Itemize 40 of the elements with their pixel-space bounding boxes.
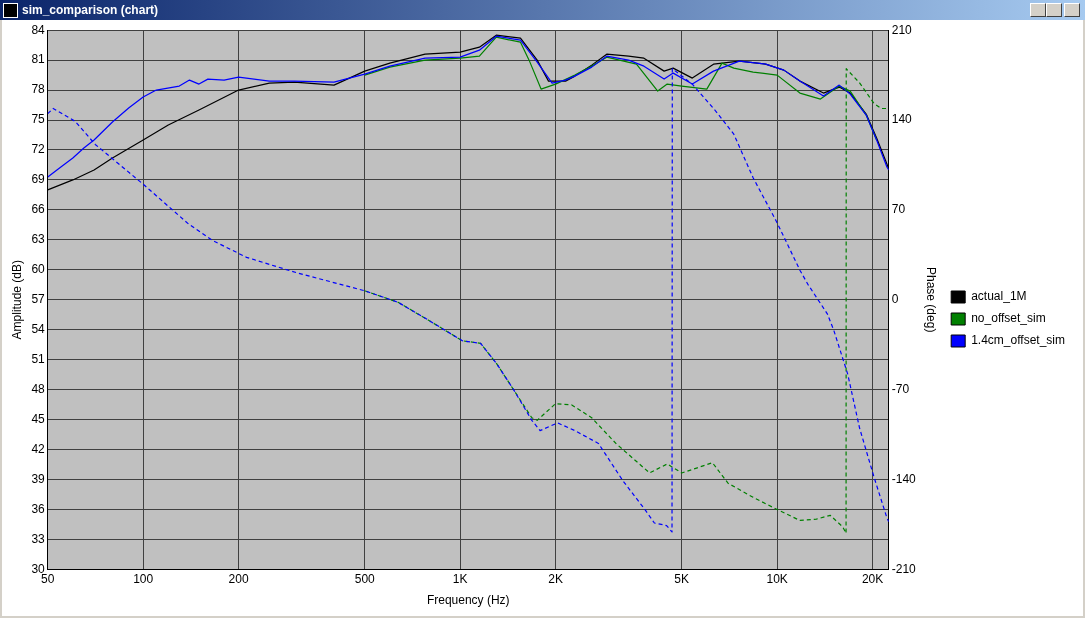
y2-tick-label: -70 [891, 381, 910, 396]
y-tick-label: 81 [31, 52, 46, 67]
y2-tick-label: 70 [891, 202, 906, 217]
y-tick-label: 39 [31, 471, 46, 486]
y-tick-label: 42 [31, 441, 46, 456]
y2-tick-label: -210 [891, 561, 917, 576]
y-tick-label: 75 [31, 112, 46, 127]
legend-label: actual_1M [971, 289, 1027, 304]
y-tick-label: 51 [31, 351, 46, 366]
legend-label: no_offset_sim [971, 311, 1046, 326]
y2-tick-label: -140 [891, 471, 917, 486]
legend-label: 1.4cm_offset_sim [971, 333, 1066, 348]
x-tick-label: 500 [354, 571, 376, 586]
y-tick-label: 60 [31, 262, 46, 277]
y-tick-label: 63 [31, 232, 46, 247]
y-tick-label: 48 [31, 381, 46, 396]
y2-axis-title: Phase (deg) [923, 267, 938, 333]
y2-tick-label: 0 [891, 292, 899, 307]
y-tick-label: 54 [31, 321, 46, 336]
x-tick-label: 10K [766, 571, 788, 586]
y-tick-label: 72 [31, 142, 46, 157]
y-tick-label: 33 [31, 531, 46, 546]
x-axis-title: Frequency (Hz) [426, 593, 510, 608]
y-tick-label: 66 [31, 202, 46, 217]
x-tick-label: 5K [674, 571, 690, 586]
y-tick-label: 84 [31, 22, 46, 37]
y2-tick-label: 140 [891, 112, 913, 127]
x-tick-label: 200 [228, 571, 249, 586]
y-tick-label: 69 [31, 172, 46, 187]
x-tick-label: 20K [861, 571, 884, 586]
x-tick-label: 1K [452, 571, 468, 586]
y2-tick-label: 210 [891, 22, 913, 37]
x-tick-label: 2K [548, 571, 563, 586]
y-axis-title: Amplitude (dB) [9, 260, 24, 340]
y-tick-label: 57 [31, 292, 46, 307]
y-tick-label: 36 [31, 501, 46, 516]
y-tick-label: 45 [31, 411, 46, 426]
chart-title: sim_comparison (chart) [22, 3, 159, 17]
x-tick-label: 100 [133, 571, 154, 586]
y-tick-label: 78 [31, 82, 46, 97]
